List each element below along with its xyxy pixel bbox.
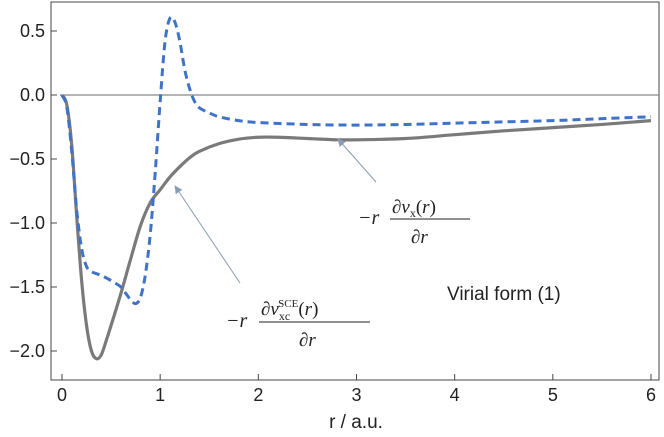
arrow-sce [174, 185, 241, 284]
plot-frame [50, 1, 660, 381]
arrow-vx [337, 138, 377, 183]
svg-text:∂r: ∂r [299, 330, 316, 351]
math-label-vx: −r ∂vx(r) ∂r [358, 197, 470, 248]
y-tick-label: −0.5 [9, 149, 45, 169]
svg-text:∂vx(r): ∂vx(r) [392, 197, 436, 220]
y-tick-label: 0.5 [20, 21, 45, 41]
y-tick-label: −1.5 [9, 277, 45, 297]
svg-text:−r: −r [226, 310, 247, 332]
x-tick-label: 1 [155, 385, 165, 405]
y-tick-label: 0.0 [20, 85, 45, 105]
y-ticks: 0.5 0.0 −0.5 −1.0 −1.5 −2.0 [9, 21, 57, 361]
x-tick-label: 6 [646, 385, 656, 405]
y-tick-label: −1.0 [9, 213, 45, 233]
x-tick-label: 4 [450, 385, 460, 405]
svg-text:∂r: ∂r [411, 227, 428, 248]
x-tick-label: 3 [351, 385, 361, 405]
y-tick-label: −2.0 [9, 341, 45, 361]
x-ticks: 0 1 2 3 4 5 6 [57, 374, 656, 405]
svg-text:−r: −r [358, 207, 379, 229]
series-sce-line [60, 94, 652, 361]
x-tick-label: 5 [548, 385, 558, 405]
annotation-virial-form: Virial form (1) [447, 284, 561, 305]
x-tick-label: 2 [253, 385, 263, 405]
x-axis-title: r / a.u. [329, 412, 383, 433]
svg-text:∂vxcSCE(r): ∂vxcSCE(r) [261, 298, 318, 323]
x-tick-label: 0 [57, 385, 67, 405]
series-vx-line [60, 15, 652, 306]
math-label-sce: −r ∂vxcSCE(r) ∂r [226, 298, 370, 351]
